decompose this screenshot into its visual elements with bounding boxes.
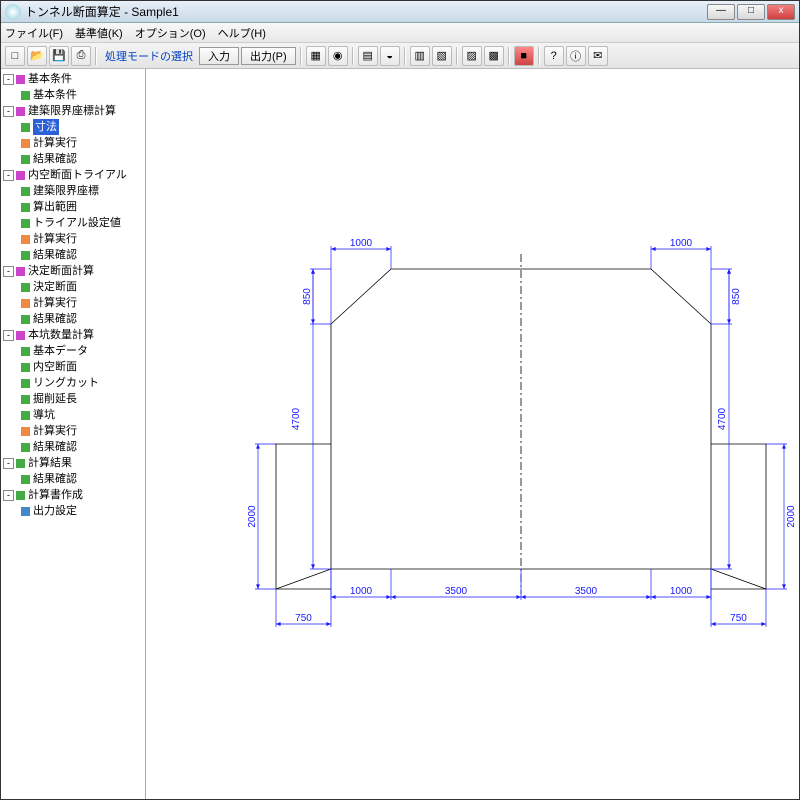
- tree-node-qty[interactable]: -本坑数量計算: [3, 327, 143, 343]
- save-icon[interactable]: 💾: [49, 46, 69, 66]
- output-mode-button[interactable]: 出力(P): [241, 47, 296, 65]
- tree-item[interactable]: 導坑: [21, 407, 143, 423]
- svg-text:750: 750: [730, 613, 747, 624]
- svg-text:4700: 4700: [717, 407, 728, 430]
- tree-item-selected[interactable]: 寸法: [21, 119, 143, 135]
- tree-node-result[interactable]: -計算結果: [3, 455, 143, 471]
- tree-item[interactable]: 基本条件: [21, 87, 143, 103]
- svg-text:1000: 1000: [350, 586, 373, 597]
- tool-icon-5[interactable]: ▥: [410, 46, 430, 66]
- toolbar: □ 📂 💾 ⎙ 処理モードの選択 入力 出力(P) ▦ ◉ ▤ ◒ ▥ ▧ ▨ …: [1, 43, 799, 69]
- tree-item[interactable]: 出力設定: [21, 503, 143, 519]
- tree-panel: -基本条件 基本条件 -建築限界座標計算 寸法 計算実行 結果確認 -内空断面ト…: [1, 69, 146, 799]
- tree-item[interactable]: 基本データ: [21, 343, 143, 359]
- tree-item[interactable]: 決定断面: [21, 279, 143, 295]
- input-mode-button[interactable]: 入力: [199, 47, 239, 65]
- open-file-icon[interactable]: 📂: [27, 46, 47, 66]
- svg-text:3500: 3500: [575, 586, 598, 597]
- tool-icon-3[interactable]: ▤: [358, 46, 378, 66]
- info-icon[interactable]: ⓘ: [566, 46, 586, 66]
- tree-node-trial[interactable]: -内空断面トライアル: [3, 167, 143, 183]
- tool-icon-1[interactable]: ▦: [306, 46, 326, 66]
- tool-icon-6[interactable]: ▧: [432, 46, 452, 66]
- minimize-button[interactable]: —: [707, 4, 735, 20]
- help-icon[interactable]: ?: [544, 46, 564, 66]
- tree-item[interactable]: 計算実行: [21, 135, 143, 151]
- close-button[interactable]: x: [767, 4, 795, 20]
- tree-item[interactable]: 結果確認: [21, 311, 143, 327]
- drawing-canvas: 1000 1000 1000 3500 3500 1000 750 750 850 4700 200…: [146, 69, 799, 799]
- tool-icon-2[interactable]: ◉: [328, 46, 348, 66]
- svg-text:2000: 2000: [786, 505, 797, 528]
- tree-item[interactable]: 結果確認: [21, 471, 143, 487]
- svg-text:3500: 3500: [445, 586, 468, 597]
- tool-icon-7[interactable]: ▨: [462, 46, 482, 66]
- tool-icon-9[interactable]: ■: [514, 46, 534, 66]
- menu-file[interactable]: ファイル(F): [5, 25, 63, 41]
- tree-item[interactable]: 計算実行: [21, 231, 143, 247]
- maximize-button[interactable]: □: [737, 4, 765, 20]
- svg-text:1000: 1000: [670, 586, 693, 597]
- svg-text:1000: 1000: [670, 238, 693, 249]
- titlebar: トンネル断面算定 - Sample1 — □ x: [1, 1, 799, 23]
- new-file-icon[interactable]: □: [5, 46, 25, 66]
- tree-item[interactable]: 内空断面: [21, 359, 143, 375]
- tree-node-report[interactable]: -計算書作成: [3, 487, 143, 503]
- menu-options[interactable]: オプション(O): [135, 25, 206, 41]
- svg-text:850: 850: [302, 288, 313, 305]
- svg-text:850: 850: [731, 288, 742, 305]
- menu-standard[interactable]: 基準値(K): [75, 25, 123, 41]
- tree-item[interactable]: トライアル設定値: [21, 215, 143, 231]
- tree-item[interactable]: 掘削延長: [21, 391, 143, 407]
- tree-item[interactable]: 計算実行: [21, 295, 143, 311]
- svg-text:750: 750: [295, 613, 312, 624]
- mode-label: 処理モードの選択: [105, 48, 193, 64]
- tree-item[interactable]: リングカット: [21, 375, 143, 391]
- svg-text:2000: 2000: [247, 505, 258, 528]
- app-icon: [5, 4, 21, 20]
- tree-item[interactable]: 結果確認: [21, 247, 143, 263]
- tip-icon[interactable]: ✉: [588, 46, 608, 66]
- tree-item[interactable]: 結果確認: [21, 439, 143, 455]
- tool-icon-4[interactable]: ◒: [380, 46, 400, 66]
- tree-node-basic[interactable]: -基本条件: [3, 71, 143, 87]
- tree-item[interactable]: 計算実行: [21, 423, 143, 439]
- tree-node-limit[interactable]: -建築限界座標計算: [3, 103, 143, 119]
- tree-item[interactable]: 算出範囲: [21, 199, 143, 215]
- menubar: ファイル(F) 基準値(K) オプション(O) ヘルプ(H): [1, 23, 799, 43]
- svg-text:4700: 4700: [291, 407, 302, 430]
- svg-text:1000: 1000: [350, 238, 373, 249]
- print-icon[interactable]: ⎙: [71, 46, 91, 66]
- menu-help[interactable]: ヘルプ(H): [218, 25, 266, 41]
- tree-node-section[interactable]: -決定断面計算: [3, 263, 143, 279]
- tool-icon-8[interactable]: ▩: [484, 46, 504, 66]
- tree-item[interactable]: 建築限界座標: [21, 183, 143, 199]
- window-title: トンネル断面算定 - Sample1: [25, 3, 707, 20]
- tree-item[interactable]: 結果確認: [21, 151, 143, 167]
